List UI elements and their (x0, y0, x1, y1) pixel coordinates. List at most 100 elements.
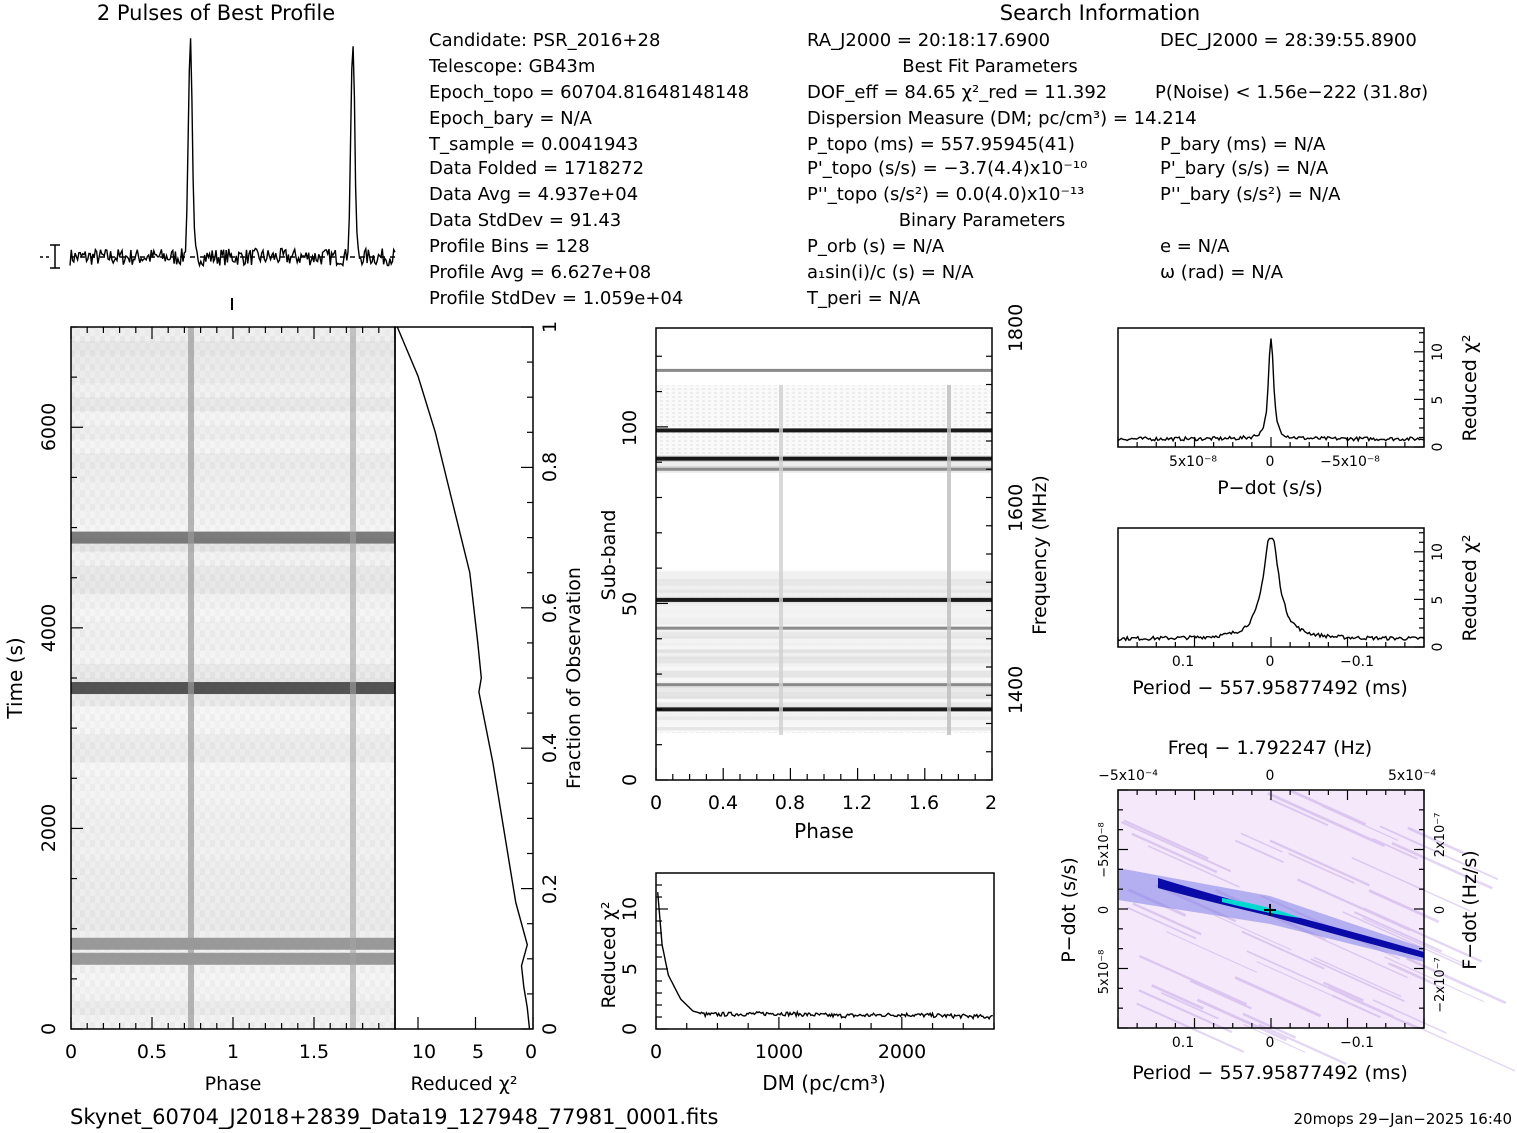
x-tick-label: 0 (650, 1041, 662, 1063)
x-tick-label: 5 (472, 1041, 484, 1063)
x-tick-label: 0 (1266, 654, 1275, 670)
dec-line: DEC_J2000 = 28:39:55.8900 (1160, 30, 1417, 51)
x-tick-label: 1.6 (909, 792, 939, 814)
y-axis-label: Reduced χ² (1459, 535, 1481, 642)
info-left: Candidate: PSR_2016+28 Telescope: GB43m … (428, 30, 749, 309)
y-tick-label: 6000 (38, 403, 60, 451)
x-tick-label: 0 (1266, 1035, 1275, 1051)
subband-row (656, 719, 992, 724)
subband-row (656, 670, 992, 675)
heatmap-streak (1138, 954, 1248, 1006)
y-tick-label: 0.4 (539, 733, 561, 763)
x-axis-label: Phase (794, 819, 854, 843)
y-tick-label: 4000 (38, 604, 60, 652)
heatmap-streak (1147, 845, 1240, 888)
y-tick-label: 0 (539, 1023, 561, 1035)
y-tick-label: 5 (1430, 596, 1446, 605)
time-row (71, 411, 395, 426)
x-axis-label: Phase (205, 1073, 262, 1095)
subband-row (656, 631, 992, 636)
heatmap-streak (1327, 986, 1394, 1018)
subband-row (656, 649, 992, 653)
time-row (71, 692, 395, 707)
chi2-fraction-line (396, 326, 531, 1030)
y-tick-label: 5 (619, 963, 641, 975)
y-tick-label: 0 (619, 1023, 641, 1035)
heatmap-streak (1384, 956, 1484, 1003)
heatmap-streak (1303, 930, 1408, 979)
subband-row (656, 578, 992, 583)
heatmap-streak (1256, 961, 1337, 999)
heatmap-streak (1120, 821, 1232, 873)
time-row (71, 734, 395, 749)
heatmap-streak (1362, 917, 1474, 969)
heatmap-streak (1321, 805, 1399, 841)
pbary-line: P_bary (ms) = N/A (1160, 134, 1326, 155)
heatmap-streak (1234, 976, 1322, 1018)
x-tick-label: 0 (525, 1041, 537, 1063)
subband-row (656, 617, 992, 622)
heatmap-streak (1407, 826, 1467, 856)
y2-axis-label: F−dot (Hz/s) (1459, 850, 1481, 969)
time-row (71, 649, 395, 664)
time-row (71, 832, 395, 847)
subband-row (656, 691, 992, 696)
x2-tick-label: 5x10⁻⁴ (1388, 768, 1436, 784)
subband-row (656, 465, 992, 470)
subband-plot: 0 0.4 0.8 1.2 1.6 2 Phase 0 50 100 Sub-b… (598, 304, 1051, 843)
info-line: Profile StdDev = 1.059e+04 (429, 288, 683, 309)
tperi-line: T_peri = N/A (806, 288, 921, 309)
x-tick-label: 2000 (878, 1041, 926, 1063)
y-tick-label: 10 (619, 897, 641, 921)
time-row (71, 341, 395, 356)
y-tick-label: 0 (38, 1023, 60, 1035)
y-tick-label: 0 (1097, 906, 1112, 914)
heatmap-streak (1310, 958, 1405, 1002)
time-row (71, 579, 395, 594)
pulse-stripe (188, 327, 194, 1029)
y-tick-label: 100 (619, 410, 641, 446)
time-row (71, 551, 395, 566)
heatmap-streak (1288, 852, 1355, 884)
search-title: Search Information (1000, 1, 1200, 25)
a1-line: a₁sin(i)/c (s) = N/A (807, 262, 974, 283)
subband-row (656, 469, 992, 473)
dark-time-row (71, 682, 395, 695)
y-axis-label: Reduced χ² (598, 902, 620, 1009)
subband-row (656, 635, 992, 639)
info-line: Data Avg = 4.937e+04 (429, 184, 638, 205)
x-axis-label: Period − 557.95877492 (ms) (1132, 1062, 1408, 1084)
subband-row (656, 606, 992, 611)
heatmap-streak (1246, 950, 1328, 989)
x2-tick-label: 0 (1266, 768, 1275, 784)
subband-row (656, 589, 992, 593)
profile-plot (40, 38, 396, 310)
heatmap-streak (1242, 1012, 1297, 1039)
time-row (71, 355, 395, 370)
time-row (71, 397, 395, 412)
y2-tick-label: 0 (1433, 906, 1448, 914)
heatmap-streak (1240, 832, 1283, 853)
heatmap-streak (1406, 957, 1507, 1005)
info-line: Epoch_bary = N/A (429, 108, 593, 129)
time-row (71, 621, 395, 636)
heatmap-streak (1132, 902, 1202, 936)
heatmap-streak (1342, 911, 1463, 967)
y-axis-label: Reduced χ² (1459, 335, 1481, 442)
time-row (71, 607, 395, 622)
heatmap-streak (1313, 956, 1402, 998)
x-tick-label: 10 (412, 1041, 436, 1063)
grey-subband (656, 368, 992, 372)
time-row (71, 846, 395, 861)
time-row (71, 663, 395, 678)
porb-line: P_orb (s) = N/A (807, 236, 945, 257)
subband-row (656, 702, 992, 706)
x-tick-label: 1.5 (299, 1041, 329, 1063)
y-axis-label: P−dot (s/s) (1058, 857, 1080, 963)
best-fit-marker (1264, 904, 1276, 916)
time-row (71, 565, 395, 580)
y-tick-label: 0.6 (539, 593, 561, 623)
x-tick-label: 0 (65, 1041, 77, 1063)
grey-subband (656, 467, 992, 471)
y-axis-label: Fraction of Observation (563, 567, 585, 789)
